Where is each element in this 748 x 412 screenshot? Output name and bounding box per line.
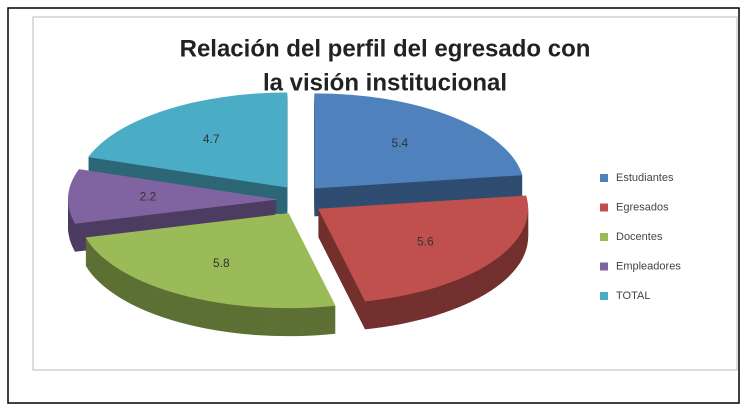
legend-swatch (600, 203, 608, 212)
slice (85, 213, 336, 309)
legend-label: Docentes (616, 231, 663, 243)
chart-title: la visión institucional (263, 69, 507, 96)
data-label: 2.2 (140, 190, 157, 204)
slice (318, 195, 529, 330)
legend-swatch (600, 233, 608, 241)
slice (68, 169, 279, 252)
slice (85, 213, 336, 337)
legend-label: Egresados (616, 201, 669, 213)
legend-label: Empleadores (616, 260, 681, 272)
data-label: 5.6 (417, 234, 434, 248)
legend-swatch (600, 262, 608, 271)
slice (314, 93, 523, 217)
slice (88, 92, 288, 188)
slice (68, 169, 279, 224)
data-label: 5.4 (392, 136, 409, 150)
legend-swatch (600, 292, 608, 300)
slice (314, 93, 523, 189)
legend-swatch (600, 174, 608, 182)
slice (318, 195, 529, 302)
legend-label: Estudiantes (616, 172, 674, 184)
chart-title: Relación del perfil del egresado con (180, 35, 591, 62)
data-label: 5.8 (213, 256, 230, 270)
data-label: 4.7 (203, 132, 220, 146)
legend-label: TOTAL (616, 290, 650, 302)
